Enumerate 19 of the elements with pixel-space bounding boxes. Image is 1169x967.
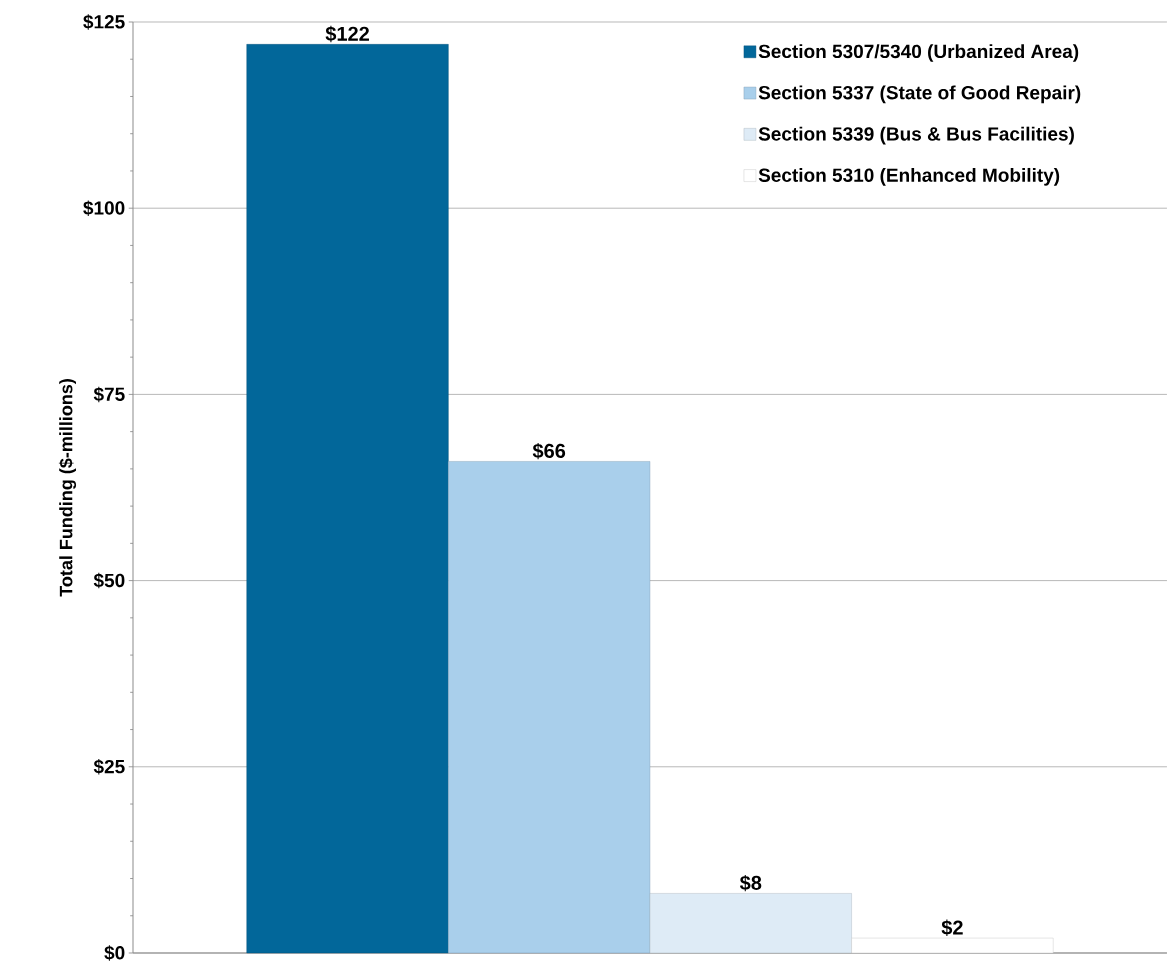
data-label: $66 [532, 442, 566, 460]
bar [649, 893, 852, 954]
y-tick-label: $0 [104, 945, 125, 961]
bar [851, 937, 1054, 954]
legend-label: Section 5310 (Enhanced Mobility) [758, 167, 1060, 186]
data-label: $2 [941, 919, 963, 936]
legend-label: Section 5307/5340 (Urbanized Area) [758, 44, 1079, 62]
legend-label: Section 5337 (State of Good Repair) [758, 85, 1081, 104]
bar [448, 461, 651, 954]
y-tick-label: $25 [93, 759, 125, 775]
y-axis-title: Total Funding ($-millions) [58, 379, 77, 597]
y-tick-label: $75 [93, 386, 125, 403]
y-tick-label: $100 [83, 200, 125, 216]
data-label: $122 [325, 25, 369, 43]
y-tick-label: $50 [93, 572, 125, 589]
legend-label: Section 5339 (Bus & Bus Facilities) [758, 126, 1074, 145]
bar [246, 44, 449, 954]
data-label: $8 [739, 874, 762, 892]
y-tick-label: $125 [83, 14, 125, 30]
